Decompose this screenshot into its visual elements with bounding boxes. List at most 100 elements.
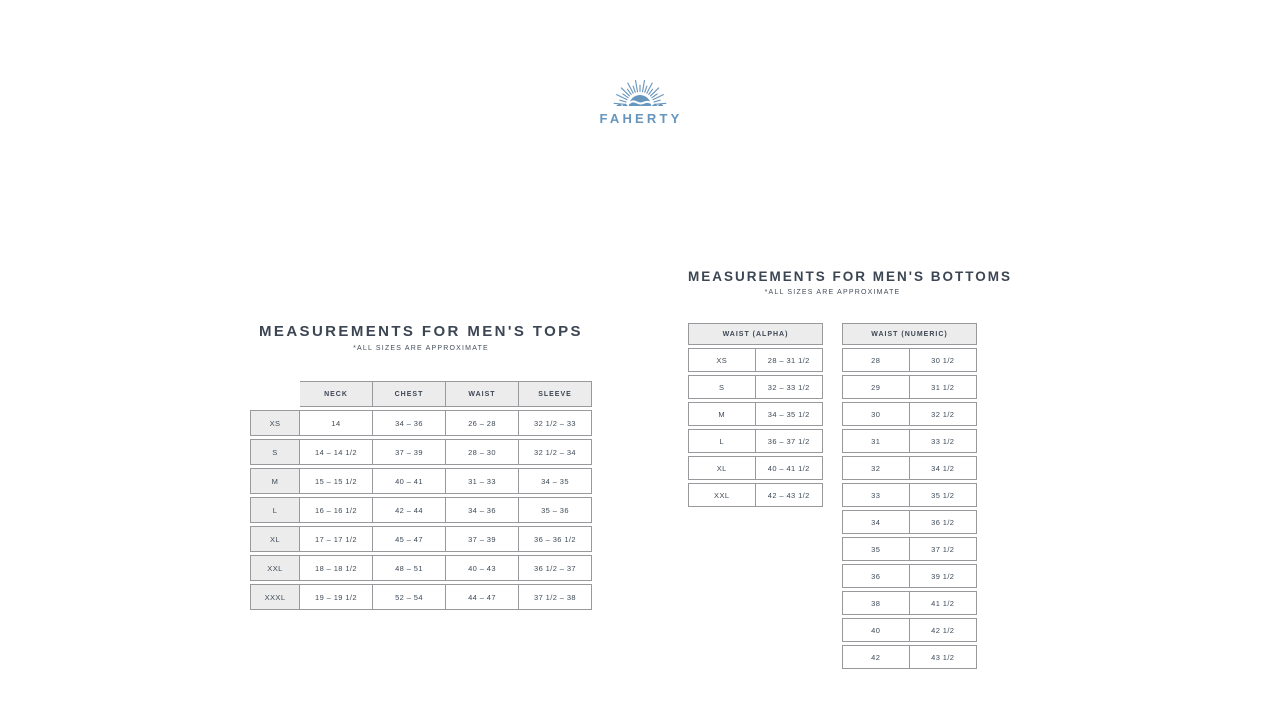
measurement-value: 30 1/2 — [909, 348, 978, 372]
table-row: M 34 – 35 1/2 — [688, 402, 824, 426]
table-row: 30 32 1/2 — [842, 402, 978, 426]
table-row: 32 34 1/2 — [842, 456, 978, 480]
measurement-value: 34 – 35 — [519, 468, 592, 494]
column-header-neck: NECK — [300, 381, 373, 407]
measurement-value: 45 – 47 — [373, 526, 446, 552]
measurement-value: 15 – 15 1/2 — [300, 468, 373, 494]
bottoms-section-title: MEASUREMENTS FOR MEN'S BOTTOMS — [688, 269, 1012, 284]
alpha-header-row: WAIST (ALPHA) — [688, 323, 824, 345]
size-label: M — [688, 402, 756, 426]
size-label: XXL — [250, 555, 300, 581]
table-row: 40 42 1/2 — [842, 618, 978, 642]
logo-wordmark: FAHERTY — [599, 111, 682, 126]
measurement-value: 35 – 36 — [519, 497, 592, 523]
size-label: S — [688, 375, 756, 399]
table-row: 38 41 1/2 — [842, 591, 978, 615]
measurement-value: 28 – 30 — [446, 439, 519, 465]
measurement-value: 17 – 17 1/2 — [300, 526, 373, 552]
tops-section-title: MEASUREMENTS FOR MEN'S TOPS — [259, 323, 583, 340]
tops-table-body: XS 14 34 – 36 26 – 28 32 1/2 – 33 S 14 – 14 1/… — [250, 410, 592, 610]
size-label: 33 — [842, 483, 910, 507]
water-right-icon — [651, 103, 664, 106]
measurement-value: 40 – 41 — [373, 468, 446, 494]
numeric-table-header: WAIST (NUMERIC) — [842, 323, 978, 345]
table-row: XL 17 – 17 1/2 45 – 47 37 – 39 36 – 36 1/2 — [250, 526, 592, 552]
measurement-value: 34 – 36 — [373, 410, 446, 436]
size-label: L — [250, 497, 300, 523]
table-row: 33 35 1/2 — [842, 483, 978, 507]
measurement-value: 42 – 43 1/2 — [755, 483, 824, 507]
corner-cell — [250, 381, 300, 407]
measurement-value: 36 1/2 — [909, 510, 978, 534]
column-header-sleeve: SLEEVE — [519, 381, 592, 407]
tops-size-table: NECK CHEST WAIST SLEEVE XS 14 34 – 36 26 – … — [250, 378, 592, 613]
measurement-value: 19 – 19 1/2 — [300, 584, 373, 610]
alpha-table-header: WAIST (ALPHA) — [688, 323, 824, 345]
size-label: XXL — [688, 483, 756, 507]
table-row: L 16 – 16 1/2 42 – 44 34 – 36 35 – 36 — [250, 497, 592, 523]
measurement-value: 39 1/2 — [909, 564, 978, 588]
size-label: XL — [250, 526, 300, 552]
waist-numeric-table: WAIST (NUMERIC) 28 30 1/2 29 31 1/2 30 32 1/2… — [842, 320, 978, 672]
size-label: 28 — [842, 348, 910, 372]
measurement-value: 32 1/2 — [909, 402, 978, 426]
sun-rays-icon — [613, 79, 667, 106]
tops-section-subtitle: *ALL SIZES ARE APPROXIMATE — [353, 345, 489, 352]
table-row: XS 28 – 31 1/2 — [688, 348, 824, 372]
table-row: XL 40 – 41 1/2 — [688, 456, 824, 480]
measurement-value: 36 1/2 – 37 — [519, 555, 592, 581]
measurement-value: 42 – 44 — [373, 497, 446, 523]
size-label: 31 — [842, 429, 910, 453]
waist-alpha-table: WAIST (ALPHA) XS 28 – 31 1/2 S 32 – 33 1/2 M… — [688, 320, 824, 510]
measurement-value: 31 1/2 — [909, 375, 978, 399]
column-header-chest: CHEST — [373, 381, 446, 407]
measurement-value: 40 – 41 1/2 — [755, 456, 824, 480]
bottoms-section-subtitle: *ALL SIZES ARE APPROXIMATE — [764, 289, 901, 296]
table-row: S 14 – 14 1/2 37 – 39 28 – 30 32 1/2 – 34 — [250, 439, 592, 465]
measurement-value: 34 1/2 — [909, 456, 978, 480]
size-label: M — [250, 468, 300, 494]
table-row: XS 14 34 – 36 26 – 28 32 1/2 – 33 — [250, 410, 592, 436]
measurement-value: 40 – 43 — [446, 555, 519, 581]
size-label: 34 — [842, 510, 910, 534]
size-label: 29 — [842, 375, 910, 399]
size-label: XS — [250, 410, 300, 436]
measurement-value: 36 – 37 1/2 — [755, 429, 824, 453]
table-row: L 36 – 37 1/2 — [688, 429, 824, 453]
measurement-value: 28 – 31 1/2 — [755, 348, 824, 372]
measurement-value: 37 1/2 – 38 — [519, 584, 592, 610]
size-label: 35 — [842, 537, 910, 561]
measurement-value: 44 – 47 — [446, 584, 519, 610]
numeric-table-body: 28 30 1/2 29 31 1/2 30 32 1/2 31 33 1/2 32 34 1/2… — [842, 348, 978, 669]
table-row: 42 43 1/2 — [842, 645, 978, 669]
sun-icon — [629, 95, 651, 106]
size-label: XL — [688, 456, 756, 480]
measurement-value: 26 – 28 — [446, 410, 519, 436]
table-row: 34 36 1/2 — [842, 510, 978, 534]
table-row: M 15 – 15 1/2 40 – 41 31 – 33 34 – 35 — [250, 468, 592, 494]
table-row: 31 33 1/2 — [842, 429, 978, 453]
measurement-value: 43 1/2 — [909, 645, 978, 669]
table-row: XXXL 19 – 19 1/2 52 – 54 44 – 47 37 1/2 – 38 — [250, 584, 592, 610]
measurement-value: 14 – 14 1/2 — [300, 439, 373, 465]
measurement-value: 32 – 33 1/2 — [755, 375, 824, 399]
tops-header-row: NECK CHEST WAIST SLEEVE — [250, 381, 592, 407]
size-label: 36 — [842, 564, 910, 588]
table-row: 28 30 1/2 — [842, 348, 978, 372]
size-label: S — [250, 439, 300, 465]
measurement-value: 18 – 18 1/2 — [300, 555, 373, 581]
table-row: XXL 18 – 18 1/2 48 – 51 40 – 43 36 1/2 – 37 — [250, 555, 592, 581]
measurement-value: 14 — [300, 410, 373, 436]
measurement-value: 32 1/2 – 33 — [519, 410, 592, 436]
size-label: XS — [688, 348, 756, 372]
size-label: 42 — [842, 645, 910, 669]
table-row: XXL 42 – 43 1/2 — [688, 483, 824, 507]
table-row: S 32 – 33 1/2 — [688, 375, 824, 399]
measurement-value: 33 1/2 — [909, 429, 978, 453]
measurement-value: 52 – 54 — [373, 584, 446, 610]
size-label: XXXL — [250, 584, 300, 610]
faherty-logo: FAHERTY — [599, 79, 682, 126]
measurement-value: 35 1/2 — [909, 483, 978, 507]
measurement-value: 37 1/2 — [909, 537, 978, 561]
